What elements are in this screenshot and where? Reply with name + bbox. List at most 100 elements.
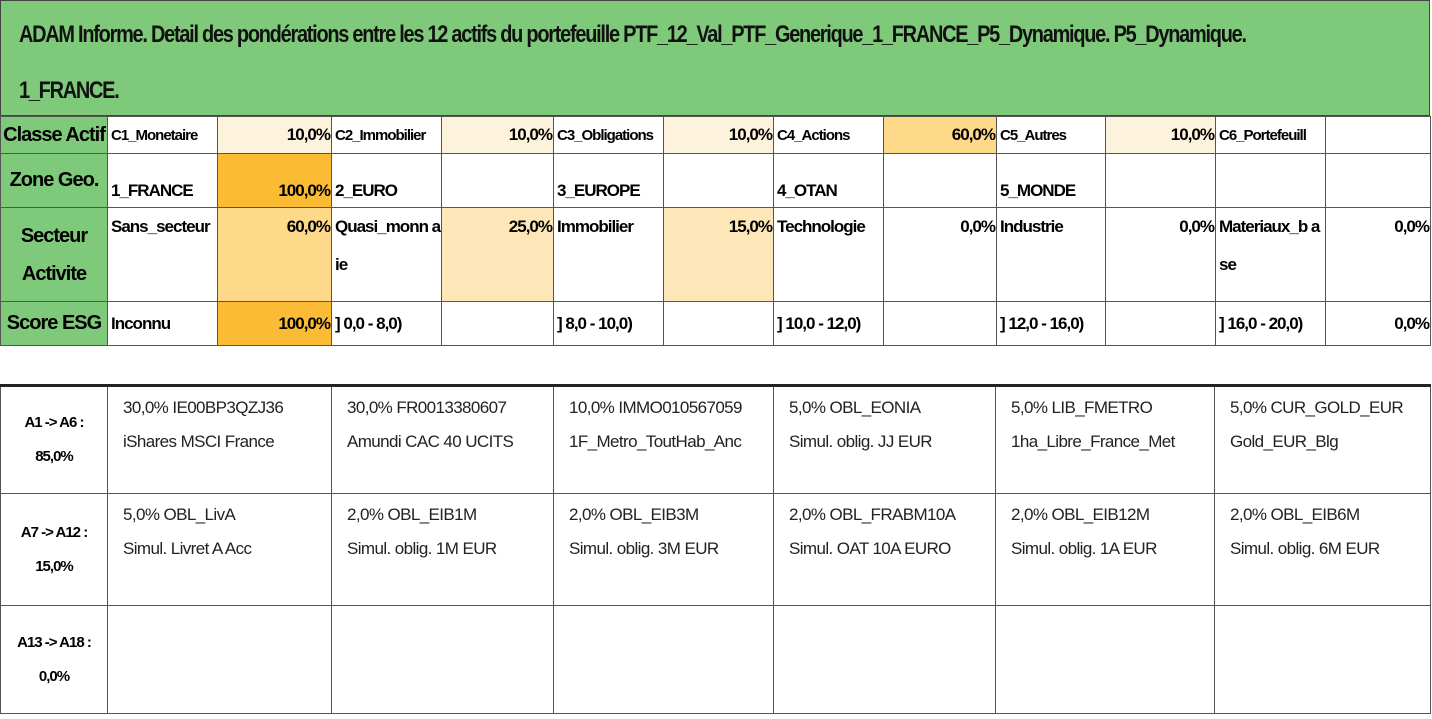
classe-label-2: C2_Immobilier <box>331 116 442 154</box>
secteur-pct-6: 0,0% <box>1325 207 1431 302</box>
asset-row-1: A1 -> A6 : 85,0% 30,0% IE00BP3QZJ36 iShar… <box>0 384 1431 494</box>
report-title-line2: 1_FRANCE. <box>19 77 120 104</box>
asset-cell: 2,0% OBL_EIB1M Simul. oblig. 1M EUR <box>331 493 554 606</box>
secteur-label-6: Materiaux_b ase <box>1215 207 1326 302</box>
esg-pct-6: 0,0% <box>1325 301 1431 346</box>
secteur-label-3: Immobilier <box>553 207 664 302</box>
asset-cell: 30,0% IE00BP3QZJ36 iShares MSCI France <box>107 384 332 494</box>
zone-label-2: 2_EURO <box>331 153 442 208</box>
zone-label-6 <box>1215 153 1326 208</box>
classe-label-1: C1_Monetaire <box>107 116 218 154</box>
asset-code: 5,0% CUR_GOLD_EUR <box>1230 398 1404 417</box>
secteur-pct-4: 0,0% <box>883 207 997 302</box>
esg-label-2: ] 0,0 - 8,0) <box>331 301 442 346</box>
asset-desc: Amundi CAC 40 UCITS <box>347 432 514 451</box>
classe-label-3: C3_Obligations <box>553 116 664 154</box>
asset-code: 5,0% LIB_FMETRO <box>1011 398 1153 417</box>
asset-range-1-total: 85,0% <box>35 448 74 465</box>
asset-row-2: A7 -> A12 : 15,0% 5,0% OBL_LivA Simul. Li… <box>0 493 1431 606</box>
secteur-pct-3: 15,0% <box>663 207 774 302</box>
asset-code: 10,0% IMMO010567059 <box>569 398 742 417</box>
asset-cell: 2,0% OBL_FRABM10A Simul. OAT 10A EURO <box>773 493 996 606</box>
asset-row-3: A13 -> A18 : 0,0% <box>0 605 1431 714</box>
esg-pct-4 <box>883 301 997 346</box>
zone-pct-3 <box>663 153 774 208</box>
asset-weights-table: A1 -> A6 : 85,0% 30,0% IE00BP3QZJ36 iShar… <box>0 384 1431 714</box>
zone-label-5: 5_MONDE <box>996 153 1106 208</box>
asset-code: 2,0% OBL_EIB12M <box>1011 505 1150 524</box>
classe-label-6: C6_Portefeuill <box>1215 116 1326 154</box>
asset-desc: Simul. oblig. 3M EUR <box>569 539 719 558</box>
esg-pct-2 <box>441 301 554 346</box>
esg-label-1: Inconnu <box>107 301 218 346</box>
header-zone-geo: Zone Geo. <box>0 153 108 208</box>
secteur-pct-1: 60,0% <box>217 207 332 302</box>
asset-range-1: A1 -> A6 : 85,0% <box>0 384 108 494</box>
classe-pct-3: 10,0% <box>663 116 774 154</box>
zone-label-4: 4_OTAN <box>773 153 884 208</box>
header-secteur-activite: Secteur Activite <box>0 207 108 302</box>
secteur-label-5: Industrie <box>996 207 1106 302</box>
asset-range-3-total: 0,0% <box>38 667 70 685</box>
zone-pct-2 <box>441 153 554 208</box>
asset-desc: Gold_EUR_Blg <box>1230 432 1339 451</box>
asset-cell: 2,0% OBL_EIB12M Simul. oblig. 1A EUR <box>995 493 1215 606</box>
asset-range-2: A7 -> A12 : 15,0% <box>0 493 108 606</box>
classe-pct-5: 10,0% <box>1105 116 1216 154</box>
header-classe-actif: Classe Actif <box>0 116 108 154</box>
asset-code: 2,0% OBL_FRABM10A <box>789 505 956 524</box>
asset-cell <box>773 605 996 714</box>
header-secteur-line1: Secteur <box>20 224 88 247</box>
asset-cell <box>331 605 554 714</box>
zone-label-1: 1_FRANCE <box>107 153 218 208</box>
asset-range-2-total: 15,0% <box>35 557 74 575</box>
asset-cell: 5,0% LIB_FMETRO 1ha_Libre_France_Met <box>995 384 1215 494</box>
esg-label-4: ] 10,0 - 12,0) <box>773 301 884 346</box>
esg-pct-5 <box>1105 301 1216 346</box>
asset-range-3-label: A13 -> A18 : <box>17 633 92 651</box>
asset-code: 5,0% OBL_LivA <box>123 505 236 524</box>
secteur-label-1: Sans_secteur <box>107 207 218 302</box>
asset-desc: Simul. OAT 10A EURO <box>789 539 951 558</box>
asset-code: 30,0% FR0013380607 <box>347 398 507 417</box>
row-zone-geo: Zone Geo. 1_FRANCE 100,0% 2_EURO 3_EUROP… <box>0 153 1431 208</box>
asset-cell: 5,0% CUR_GOLD_EUR Gold_EUR_Blg <box>1214 384 1431 494</box>
header-secteur-line2: Activite <box>21 262 87 285</box>
classe-pct-1: 10,0% <box>217 116 332 154</box>
asset-cell: 2,0% OBL_EIB3M Simul. oblig. 3M EUR <box>553 493 774 606</box>
zone-label-3: 3_EUROPE <box>553 153 664 208</box>
zone-pct-1: 100,0% <box>217 153 332 208</box>
secteur-pct-5: 0,0% <box>1105 207 1216 302</box>
asset-desc: Simul. oblig. 1M EUR <box>347 539 497 558</box>
asset-code: 30,0% IE00BP3QZJ36 <box>123 398 284 417</box>
asset-cell: 5,0% OBL_LivA Simul. Livret A Acc <box>107 493 332 606</box>
allocation-summary-table: Classe Actif C1_Monetaire 10,0% C2_Immob… <box>0 116 1431 346</box>
asset-desc: Simul. oblig. 1A EUR <box>1011 539 1157 558</box>
classe-pct-6 <box>1325 116 1431 154</box>
classe-label-5: C5_Autres <box>996 116 1106 154</box>
asset-desc: Simul. Livret A Acc <box>123 539 252 558</box>
esg-pct-1: 100,0% <box>217 301 332 346</box>
asset-cell: 30,0% FR0013380607 Amundi CAC 40 UCITS <box>331 384 554 494</box>
asset-code: 2,0% OBL_EIB6M <box>1230 505 1360 524</box>
zone-pct-5 <box>1105 153 1216 208</box>
asset-cell: 5,0% OBL_EONIA Simul. oblig. JJ EUR <box>773 384 996 494</box>
secteur-label-2: Quasi_monn aie <box>331 207 442 302</box>
header-score-esg: Score ESG <box>0 301 108 346</box>
asset-range-3: A13 -> A18 : 0,0% <box>0 605 108 714</box>
secteur-pct-2: 25,0% <box>441 207 554 302</box>
asset-desc: 1F_Metro_ToutHab_Anc <box>569 432 742 451</box>
asset-code: 2,0% OBL_EIB3M <box>569 505 699 524</box>
asset-desc: Simul. oblig. 6M EUR <box>1230 539 1380 558</box>
asset-cell <box>995 605 1215 714</box>
classe-pct-4: 60,0% <box>883 116 997 154</box>
zone-pct-4 <box>883 153 997 208</box>
classe-pct-2: 10,0% <box>441 116 554 154</box>
esg-label-5: ] 12,0 - 16,0) <box>996 301 1106 346</box>
secteur-label-4: Technologie <box>773 207 884 302</box>
row-classe-actif: Classe Actif C1_Monetaire 10,0% C2_Immob… <box>0 116 1431 154</box>
asset-cell: 10,0% IMMO010567059 1F_Metro_ToutHab_Anc <box>553 384 774 494</box>
asset-desc: iShares MSCI France <box>123 432 275 451</box>
asset-range-2-label: A7 -> A12 : <box>20 523 88 541</box>
